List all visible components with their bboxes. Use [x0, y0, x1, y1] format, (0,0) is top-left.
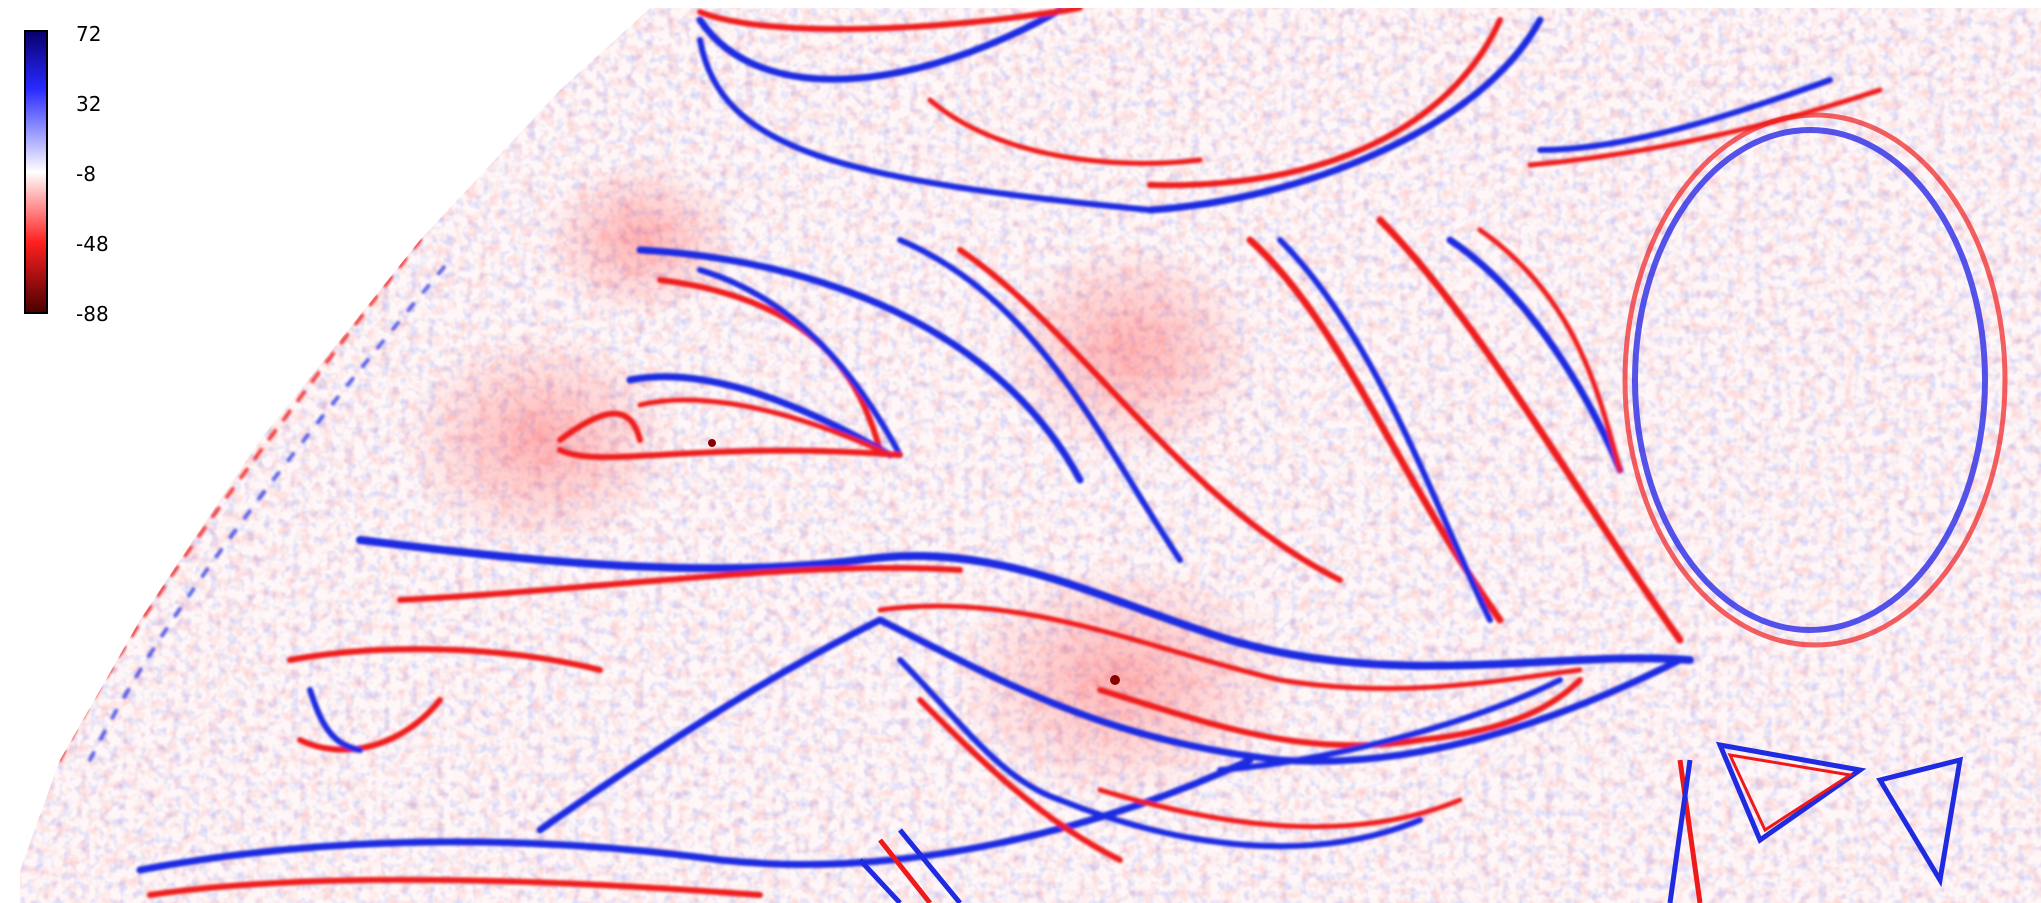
- blue-ridge: [696, 8, 1064, 83]
- oval-contour: [1632, 127, 1988, 633]
- blue-ridge: [536, 616, 884, 834]
- red-ridge: [1097, 677, 1583, 749]
- red-ridge: [1527, 87, 1883, 168]
- colorbar: 72 32 -8 -48 -88: [24, 22, 109, 326]
- red-ridge: [1147, 17, 1503, 189]
- red-ridge: [957, 247, 1343, 583]
- blue-ridge: [1537, 77, 1833, 153]
- blue-ridge: [897, 237, 1183, 563]
- triangle-artifacts: [858, 741, 1964, 903]
- red-ridge: [147, 876, 763, 898]
- red-ridge: [297, 697, 443, 753]
- red-ridge: [1097, 787, 1463, 830]
- red-ridge: [917, 697, 1123, 863]
- blue-ridge: [307, 687, 363, 753]
- blue-ridge: [697, 37, 1153, 213]
- colorbar-tick-label: 32: [76, 92, 102, 116]
- red-ridge: [927, 97, 1203, 166]
- red-ridge: [697, 8, 1083, 33]
- oval-contour: [1622, 112, 2008, 648]
- blue-ridge: [626, 373, 894, 459]
- blue-ridge: [356, 536, 1694, 670]
- glow-region: [1000, 240, 1260, 460]
- red-ridge: [397, 565, 963, 603]
- point-source: [1110, 675, 1120, 685]
- colorbar-tick-label: -8: [76, 162, 96, 186]
- colorbar-gradient: [24, 30, 48, 314]
- blue-ridge: [897, 657, 1423, 850]
- colorbar-tick-label: -48: [76, 232, 109, 256]
- red-ridge: [1376, 216, 1684, 644]
- red-ridge: [557, 410, 643, 443]
- colorbar-tick-label: -88: [76, 302, 109, 326]
- blue-ridge: [636, 246, 1084, 484]
- blue-ridge: [697, 267, 903, 458]
- blue-ridge: [1446, 236, 1624, 474]
- glow-region: [540, 160, 740, 320]
- red-ridge: [287, 646, 603, 673]
- blue-ridge: [1146, 16, 1544, 214]
- red-ridge: [1477, 227, 1623, 473]
- point-source: [708, 439, 716, 447]
- blue-ridge: [136, 756, 1254, 874]
- colorbar-tick-label: 72: [76, 22, 102, 46]
- edge-pattern: [88, 258, 452, 762]
- blue-ridge: [1277, 237, 1493, 623]
- red-ridge: [557, 447, 903, 461]
- glow-region: [400, 330, 680, 550]
- red-ridge: [877, 603, 1583, 692]
- red-ridge: [637, 397, 893, 458]
- blue-ridge: [1217, 677, 1563, 773]
